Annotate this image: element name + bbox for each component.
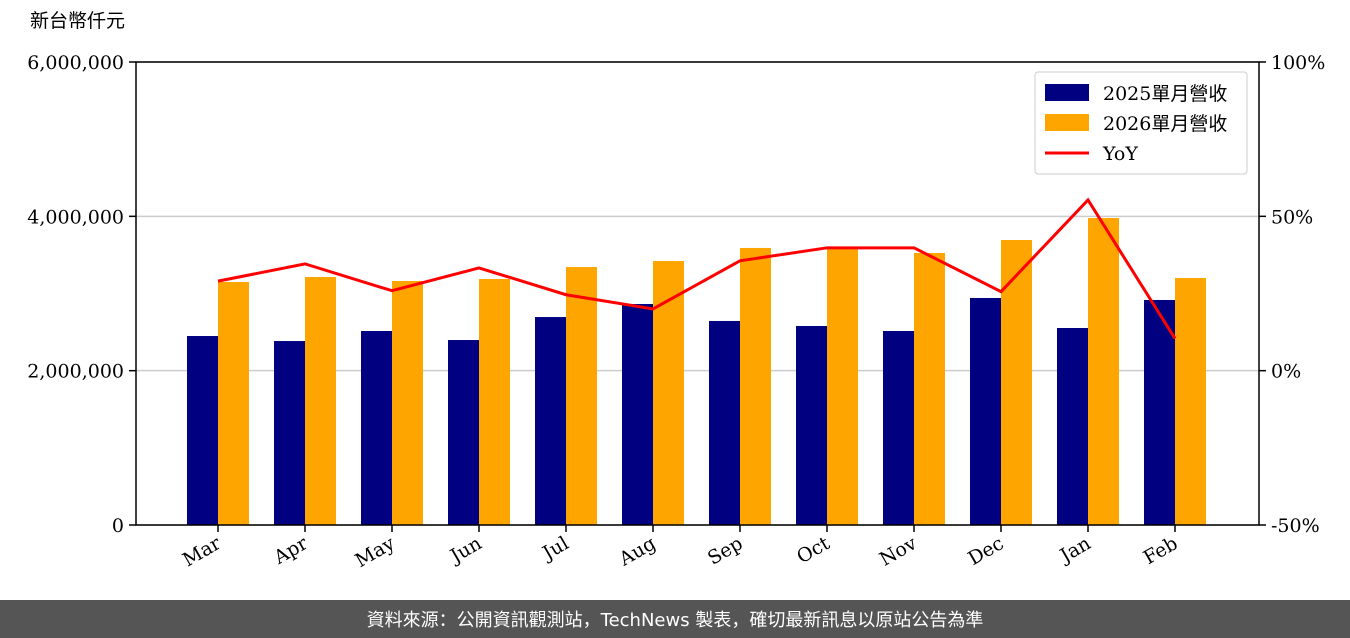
legend-label: YoY — [1102, 143, 1138, 165]
y-tick-label: 0 — [112, 515, 124, 537]
bar — [1144, 299, 1175, 525]
bar — [392, 280, 423, 525]
legend-label: 2026單月營收 — [1103, 113, 1227, 135]
bar — [740, 247, 771, 525]
x-tick-label: Feb — [1140, 532, 1182, 569]
x-tick-label: Jan — [1055, 532, 1095, 568]
chart: 新台幣仟元 0 2,000,000 4,000,000 6,000,000 -50% 0%… — [27, 10, 1325, 572]
y2-tick-label: 50% — [1271, 206, 1313, 228]
legend-label: 2025單月營收 — [1103, 83, 1227, 105]
bar — [1175, 277, 1206, 525]
bar — [274, 341, 305, 525]
x-tick-label: May — [352, 532, 399, 572]
bar — [796, 325, 827, 525]
bar — [1088, 218, 1119, 525]
bar — [827, 247, 858, 525]
x-tick-label: Mar — [179, 532, 225, 571]
bar — [535, 317, 566, 525]
bar — [1057, 327, 1088, 525]
x-tick-label: Nov — [876, 532, 921, 571]
x-tick-label: Jun — [445, 532, 486, 568]
bar — [566, 267, 597, 525]
x-tick-label: Sep — [704, 532, 747, 569]
legend-swatch — [1045, 84, 1089, 101]
x-tick-label: Jul — [537, 532, 572, 565]
y-tick-label: 2,000,000 — [27, 361, 124, 383]
x-tick-label: Oct — [793, 532, 834, 568]
bar — [1001, 240, 1032, 525]
legend-swatch — [1045, 114, 1089, 131]
bar — [305, 276, 336, 525]
y-tick-label: 6,000,000 — [27, 52, 124, 74]
bar — [883, 331, 914, 525]
y2-tick-label: 100% — [1271, 52, 1325, 74]
bar — [622, 303, 653, 525]
yoy-line — [217, 197, 1177, 340]
y2-tick-label: -50% — [1271, 515, 1320, 537]
y-tick-label: 4,000,000 — [27, 206, 124, 228]
bar — [448, 340, 479, 525]
x-tick-label: Apr — [269, 532, 312, 569]
bar — [970, 297, 1001, 525]
x-tick-label: Dec — [964, 532, 1007, 570]
bar — [187, 336, 218, 525]
x-tick-label: Aug — [615, 532, 660, 571]
bar — [218, 282, 249, 525]
bar — [361, 331, 392, 525]
unit-label: 新台幣仟元 — [30, 10, 125, 32]
bar — [914, 252, 945, 526]
y2-tick-label: 0% — [1271, 361, 1301, 383]
bar — [479, 278, 510, 525]
plot-frame — [135, 61, 1260, 526]
bar — [709, 320, 740, 525]
footer: 資料來源：公開資訊觀測站，TechNews 製表，確切最新訊息以原站公告為準 — [0, 600, 1350, 638]
